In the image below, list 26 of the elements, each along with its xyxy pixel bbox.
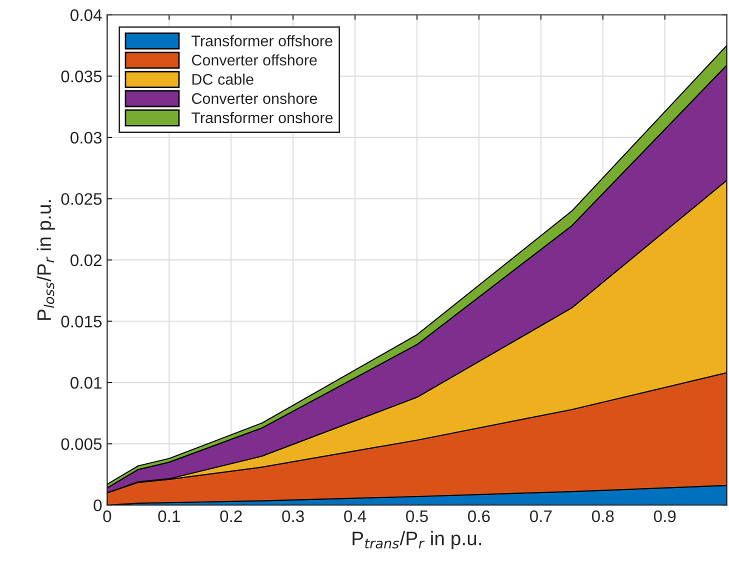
x-tick-label: 0.8 (592, 510, 614, 522)
x-tick-label: 0.3 (282, 510, 304, 522)
y-tick-label: 0.025 (61, 193, 102, 205)
x-tick-label: 0.1 (158, 510, 180, 522)
y-axis-title: P$_{loss}$/P$_{r}$ in p.u. (36, 200, 55, 320)
x-tick-label: 0.5 (406, 510, 428, 522)
y-tick-label: 0.015 (61, 316, 102, 328)
legend-label: Converter onshore (192, 92, 318, 104)
y-tick-label: 0.04 (70, 9, 102, 22)
legend-label: Converter offshore (192, 54, 317, 66)
x-axis-title: P$_{trans}$/P$_{r}$ in p.u. (352, 531, 482, 550)
legend-label: Transformer onshore (192, 112, 333, 124)
y-tick-label: 0.01 (70, 376, 102, 389)
x-tick-label: 0.6 (468, 510, 490, 522)
y-tick-label: 0.035 (61, 70, 102, 82)
x-tick-label: 0.4 (344, 510, 366, 522)
legend-label: DC cable (192, 74, 254, 85)
y-tick-label: 0.005 (61, 438, 102, 450)
y-tick-label: 0.02 (70, 254, 102, 266)
y-tick-label: 0 (94, 499, 102, 512)
y-tick-label: 0.03 (70, 132, 102, 144)
x-tick-label: 0.9 (654, 510, 676, 522)
x-tick-label: 0.2 (220, 510, 242, 522)
x-tick-label: 0 (103, 510, 112, 522)
x-tick-label: 0.7 (530, 510, 552, 522)
legend-label: Transformer offshore (192, 35, 332, 46)
